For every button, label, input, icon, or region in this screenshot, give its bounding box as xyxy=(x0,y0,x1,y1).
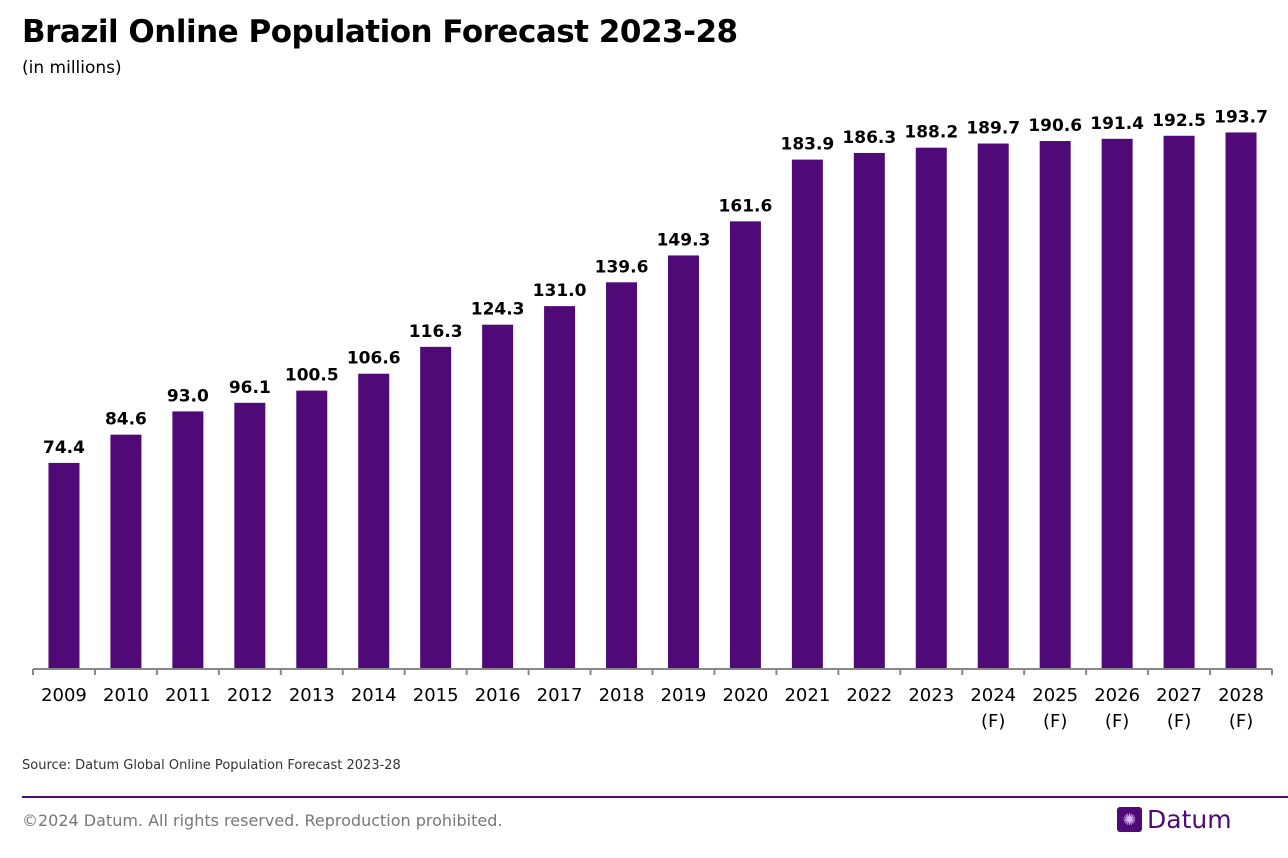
x-tick-label: 2024 (F) xyxy=(970,685,1016,732)
data-label: 106.6 xyxy=(347,349,401,369)
globe-icon: ✺ xyxy=(1117,807,1142,832)
data-label: 74.4 xyxy=(43,438,85,458)
bar xyxy=(296,390,328,669)
bar xyxy=(1163,135,1195,669)
x-tick-label: 2014 xyxy=(351,685,397,706)
data-label: 139.6 xyxy=(595,257,649,277)
data-label: 93.0 xyxy=(167,386,209,406)
bar xyxy=(48,462,80,669)
data-label: 191.4 xyxy=(1090,114,1144,134)
bar xyxy=(667,255,699,669)
data-label: 131.0 xyxy=(533,281,587,301)
x-tick-label: 2028 (F) xyxy=(1218,685,1264,732)
bar xyxy=(1101,138,1133,669)
data-label: 192.5 xyxy=(1152,111,1206,131)
x-tick-label: 2019 xyxy=(661,685,707,706)
bar-chart: 74.4 2009 84.6 2010 93.0 2011 96.1 2012 100.5 201… xyxy=(32,107,1273,732)
x-tick-label: 2023 xyxy=(908,685,954,706)
x-tick-label: 2026 (F) xyxy=(1094,685,1140,732)
source-note: Source: Datum Global Online Population F… xyxy=(22,758,401,773)
data-label: 188.2 xyxy=(904,123,958,143)
data-label: 116.3 xyxy=(409,322,463,342)
bar xyxy=(110,434,142,669)
x-tick-label: 2018 xyxy=(599,685,645,706)
x-tick-label: 2022 xyxy=(846,685,892,706)
x-tick-label: 2021 xyxy=(784,685,830,706)
x-tick-label: 2012 xyxy=(227,685,273,706)
logo-text: Datum xyxy=(1147,805,1232,834)
footer-divider xyxy=(22,796,1288,798)
bar xyxy=(172,411,204,669)
bar xyxy=(482,324,514,669)
datum-logo: ✺ Datum xyxy=(1117,805,1232,834)
bar xyxy=(853,152,885,670)
data-label: 190.6 xyxy=(1028,116,1082,136)
x-tick-label: 2017 xyxy=(537,685,583,706)
data-label: 189.7 xyxy=(966,119,1020,139)
bar xyxy=(358,373,390,669)
data-label: 193.7 xyxy=(1214,107,1268,127)
copyright-text: ©2024 Datum. All rights reserved. Reprod… xyxy=(22,811,503,830)
x-tick-label: 2011 xyxy=(165,685,211,706)
x-tick-label: 2020 xyxy=(723,685,769,706)
x-tick-label: 2016 xyxy=(475,685,521,706)
bar xyxy=(420,346,452,669)
bar xyxy=(544,306,576,669)
x-tick-label: 2025 (F) xyxy=(1032,685,1078,732)
bar xyxy=(791,159,823,670)
bar xyxy=(234,402,266,669)
x-tick-label: 2009 xyxy=(41,685,87,706)
chart-subtitle: (in millions) xyxy=(22,58,122,78)
bar xyxy=(915,147,947,669)
bar xyxy=(729,221,761,670)
data-label: 161.6 xyxy=(719,196,773,216)
bar xyxy=(1225,132,1257,670)
data-label: 183.9 xyxy=(780,135,834,155)
x-tick-label: 2010 xyxy=(103,685,149,706)
bar xyxy=(606,282,638,669)
bar xyxy=(977,143,1009,669)
x-tick-label: 2015 xyxy=(413,685,459,706)
data-label: 149.3 xyxy=(657,230,711,250)
data-label: 84.6 xyxy=(105,410,147,430)
data-label: 124.3 xyxy=(471,300,525,320)
x-tick-label: 2013 xyxy=(289,685,335,706)
x-tick-label: 2027 (F) xyxy=(1156,685,1202,732)
chart-title: Brazil Online Population Forecast 2023-2… xyxy=(22,14,738,50)
data-label: 100.5 xyxy=(285,366,339,386)
bar xyxy=(1039,141,1071,670)
data-label: 186.3 xyxy=(842,128,896,148)
data-label: 96.1 xyxy=(229,378,271,398)
